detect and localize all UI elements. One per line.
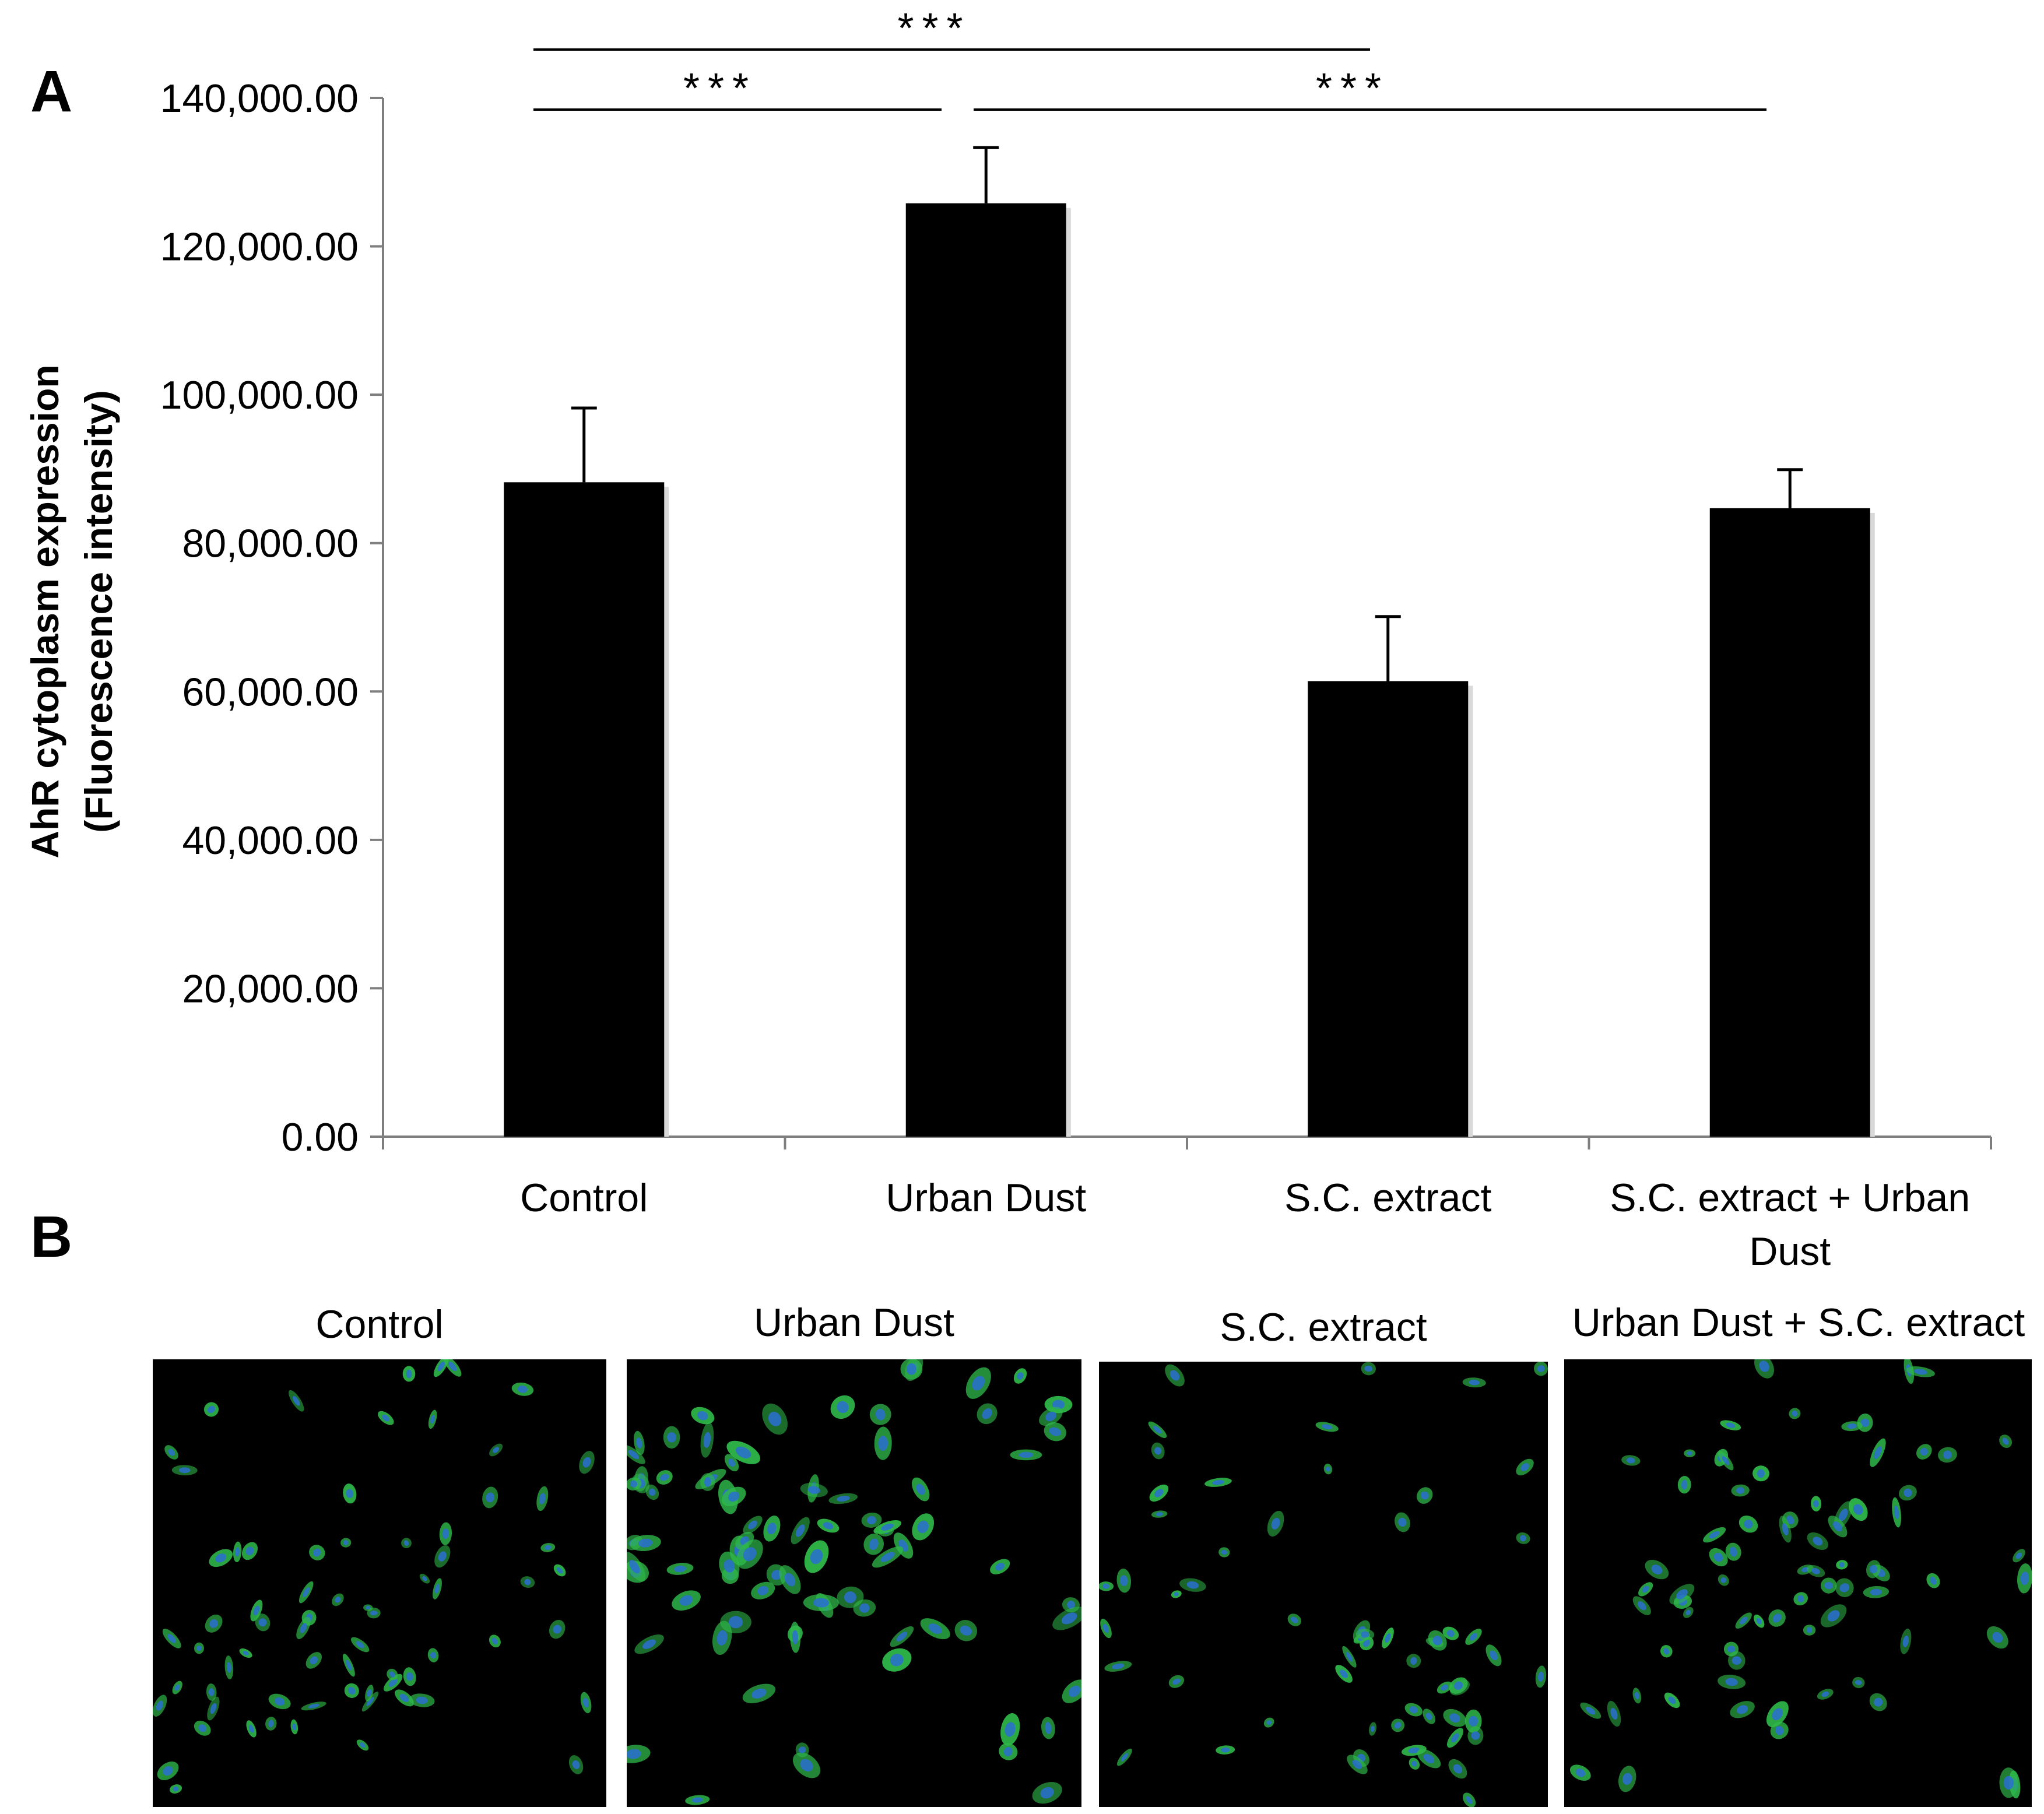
x-tick-label: Control [520, 1176, 648, 1220]
significance-label: *** [1316, 65, 1389, 112]
x-tick-label: Dust [1749, 1229, 1831, 1274]
y-tick-label: 60,000.00 [182, 670, 359, 714]
micrograph-label-urban-dust: Urban Dust [754, 1300, 954, 1345]
micrograph-urban-dust [627, 1359, 1081, 1807]
bar [905, 203, 1066, 1137]
x-tick-label: Urban Dust [886, 1176, 1086, 1220]
x-tick-label: S.C. extract + Urban [1610, 1176, 1970, 1220]
micrograph-label-sc-extract: S.C. extract [1220, 1305, 1427, 1349]
y-tick-label: 40,000.00 [182, 818, 359, 863]
y-axis-label: (Fluorescence intensity) [77, 390, 120, 832]
micrograph-sc-extract [1099, 1362, 1548, 1807]
x-tick-label: S.C. extract [1284, 1176, 1491, 1220]
significance-label: *** [897, 5, 971, 52]
y-tick-label: 80,000.00 [182, 522, 359, 566]
panel-b-label: B [30, 1204, 73, 1270]
y-tick-label: 0.00 [282, 1115, 359, 1159]
micrograph-combined [1564, 1359, 2032, 1807]
micrograph-label-combined: Urban Dust + S.C. extract [1572, 1300, 2025, 1345]
bar [1709, 508, 1870, 1137]
bar [1308, 681, 1469, 1137]
y-axis-label: AhR cytoplasm expression [23, 364, 66, 858]
y-tick-label: 120,000.00 [160, 225, 359, 269]
significance-label: *** [683, 65, 757, 112]
bar [504, 482, 665, 1137]
panel-a-label: A [30, 59, 73, 124]
y-tick-label: 20,000.00 [182, 966, 359, 1011]
y-tick-label: 100,000.00 [160, 373, 359, 417]
micrograph-control [153, 1359, 606, 1807]
micrograph-label-control: Control [315, 1302, 444, 1347]
bar-chart: 0.00 20,000.00 40,000.00 60,000.00 80,000.00… [23, 5, 1992, 1274]
y-tick-label: 140,000.00 [160, 76, 359, 121]
